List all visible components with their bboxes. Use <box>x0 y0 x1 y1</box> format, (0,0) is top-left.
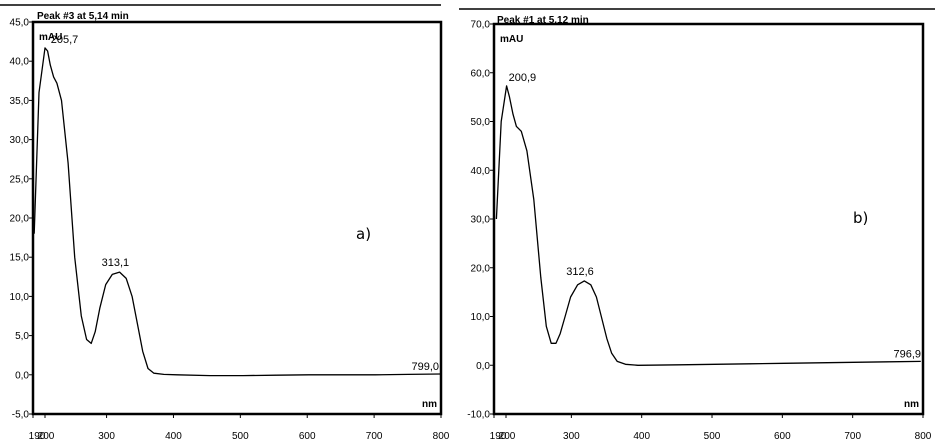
y-tick-label: 20,0 <box>471 263 491 274</box>
y-tick-label: -5,0 <box>12 410 30 421</box>
y-tick-label: 35,0 <box>10 96 30 107</box>
x-tick-label: 500 <box>232 431 249 442</box>
x-axis-label: nm <box>904 399 919 410</box>
x-tick-label: 190 <box>29 431 46 442</box>
y-axis-label: mAU <box>39 32 62 43</box>
chart-title: Peak #1 at 5,12 min <box>497 15 589 26</box>
y-tick-label: 0,0 <box>15 370 29 381</box>
x-tick-label: 300 <box>98 431 115 442</box>
y-tick-label: 40,0 <box>471 166 491 177</box>
y-tick-label: 30,0 <box>471 215 491 226</box>
y-tick-label: -10,0 <box>467 410 490 421</box>
peak-label: 313,1 <box>102 257 130 269</box>
x-tick-label: 200 <box>38 431 55 442</box>
peak-label: 200,9 <box>509 72 537 84</box>
x-tick-label: 800 <box>915 431 932 442</box>
x-tick-label: 700 <box>844 431 861 442</box>
chart-panel-b: Peak #1 at 5,12 min -10,0 0,0 10,0 20,0 30,0 4… <box>459 8 935 442</box>
peak-label: 205,7 <box>51 34 79 46</box>
x-tick-label: 400 <box>165 431 182 442</box>
x-tick-label: 200 <box>499 431 516 442</box>
y-tick-label: 45,0 <box>10 18 30 29</box>
y-tick-label: 10,0 <box>10 292 30 303</box>
x-tick-label: 800 <box>433 431 450 442</box>
x-axis-label: nm <box>422 399 437 410</box>
y-tick-label: 0,0 <box>476 361 490 372</box>
y-tick-label: 25,0 <box>10 174 30 185</box>
y-tick-label: 50,0 <box>471 117 491 128</box>
x-tick-label: 300 <box>563 431 580 442</box>
panel-label: a) <box>356 225 371 243</box>
chart-title: Peak #3 at 5,14 min <box>37 11 129 22</box>
peak-label: 312,6 <box>566 266 594 278</box>
x-tick-label: 600 <box>299 431 316 442</box>
spectrum-line <box>33 47 441 377</box>
peak-label: 796,9 <box>893 348 921 360</box>
x-tick-label: 600 <box>774 431 791 442</box>
spectrum-line <box>495 85 921 366</box>
y-tick-label: 40,0 <box>10 57 30 68</box>
y-tick-label: 60,0 <box>471 68 491 79</box>
y-tick-label: 70,0 <box>471 20 491 31</box>
y-tick-label: 30,0 <box>10 135 30 146</box>
y-tick-label: 5,0 <box>15 331 29 342</box>
chart-panel-a: Peak #3 at 5,14 min -5,0 0,0 5,0 10,0 15,0 20,… <box>0 4 450 442</box>
y-axis-label: mAU <box>500 34 523 45</box>
y-tick-label: 20,0 <box>10 214 30 225</box>
y-tick-label: 15,0 <box>10 253 30 264</box>
x-tick-label: 700 <box>366 431 383 442</box>
peak-label: 799,0 <box>411 361 439 373</box>
y-tick-label: 10,0 <box>471 312 491 323</box>
plot-frame <box>31 20 443 416</box>
x-tick-label: 400 <box>633 431 650 442</box>
x-tick-label: 500 <box>704 431 721 442</box>
x-tick-label: 190 <box>490 431 507 442</box>
panel-label: b) <box>853 209 868 227</box>
